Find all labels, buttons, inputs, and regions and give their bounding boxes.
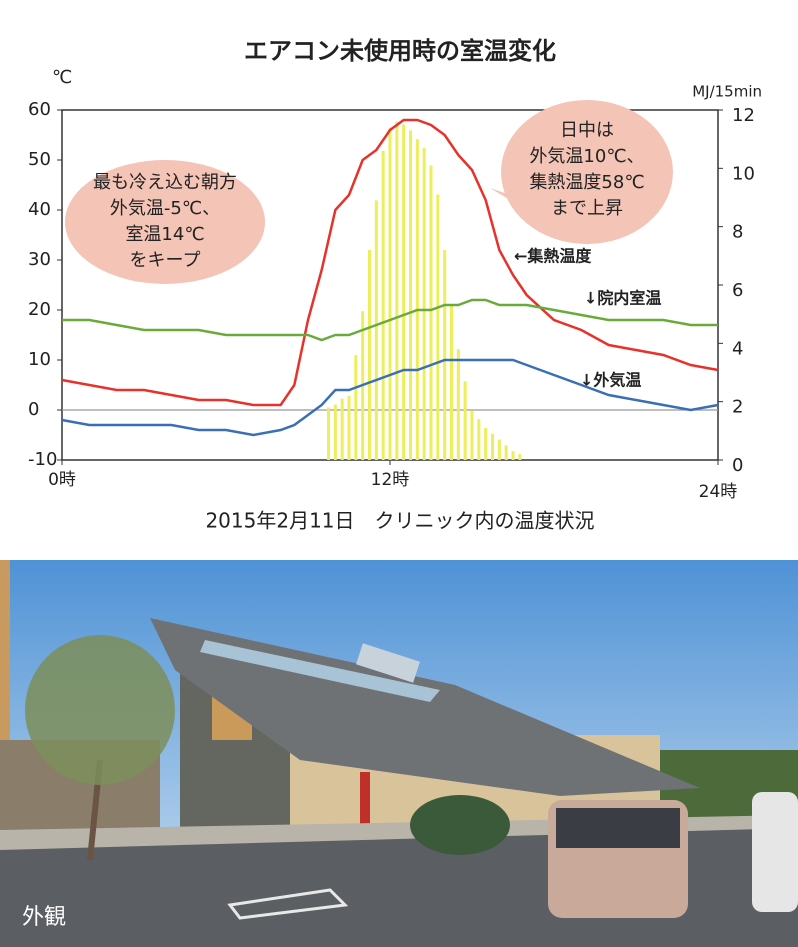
y2-tick-label: 4 [732,338,743,359]
y-tick-label: 10 [28,349,51,370]
bar [402,125,405,460]
y-tick-label: 40 [28,199,51,220]
y2-tick-label: 6 [732,280,743,301]
page: {"chart_data": {"type": "line", "title":… [0,0,798,947]
bar [457,349,460,460]
bar [368,250,371,460]
caption: 2015年2月11日 クリニック内の温度状況 [205,509,594,533]
y-tick-label: 50 [28,149,51,170]
annotation-line: 外気温10℃、 [529,146,644,167]
y-tick-label: 60 [28,99,51,120]
shrub [410,795,510,855]
y-tick-label: 20 [28,299,51,320]
photo-label: 外観 [22,905,66,930]
bar [409,130,412,460]
bar [464,381,467,460]
x-tick-label: 24時 [699,482,738,502]
y-axis-label: ℃ [52,67,72,88]
tree [25,635,175,785]
y2-tick-label: 2 [732,397,743,418]
bar [443,250,446,460]
bar [512,451,515,460]
annotation-line: をキープ [130,250,201,271]
bar [450,305,453,460]
photo: 外観 [0,560,798,947]
bar [491,434,494,460]
annotation-line: まで上昇 [551,198,623,219]
white-car [752,792,798,912]
bar [395,122,398,460]
bar [382,151,385,460]
car-window [556,808,680,848]
chart-title: エアコン未使用時の室温変化 [244,37,556,65]
bar [518,454,521,460]
red-pillar [360,772,370,832]
annotation-line: 最も冷え込む朝方 [93,172,237,193]
bar [436,195,439,460]
bar [471,410,474,460]
annotation-line: 外気温-5℃、 [110,198,220,219]
y-tick-label: 0 [28,399,39,420]
y2-tick-label: 10 [732,163,755,184]
bar [484,428,487,460]
x-tick-label: 0時 [48,470,76,490]
y-tick-label: -10 [28,449,57,470]
bar [389,128,392,461]
bar [477,419,480,460]
chart: エアコン未使用時の室温変化 ℃ MJ/15min 2015年2月11日 クリニッ… [0,0,798,560]
y2-tick-label: 8 [732,222,743,243]
bar [498,440,501,460]
bar [416,139,419,460]
annotation-line: 集熱温度58℃ [529,172,644,193]
bar [505,445,508,460]
bar [430,165,433,460]
y2-tick-label: 12 [732,105,755,126]
bar [348,396,351,460]
bar [341,399,344,460]
y-tick-label: 30 [28,249,51,270]
bar [327,408,330,461]
series-label: ↓院内室温 [584,289,661,308]
bar [334,405,337,460]
annotation-line: 室温14℃ [125,224,204,245]
series-label: ←集熱温度 [514,247,592,266]
x-tick-label: 12時 [371,470,410,490]
y2-tick-label: 0 [732,455,743,476]
bar [354,355,357,460]
bar [375,200,378,460]
y2-axis-label: MJ/15min [692,83,762,101]
series-label: ↓外気温 [580,371,641,390]
bar [423,148,426,460]
annotation-line: 日中は [560,120,614,141]
